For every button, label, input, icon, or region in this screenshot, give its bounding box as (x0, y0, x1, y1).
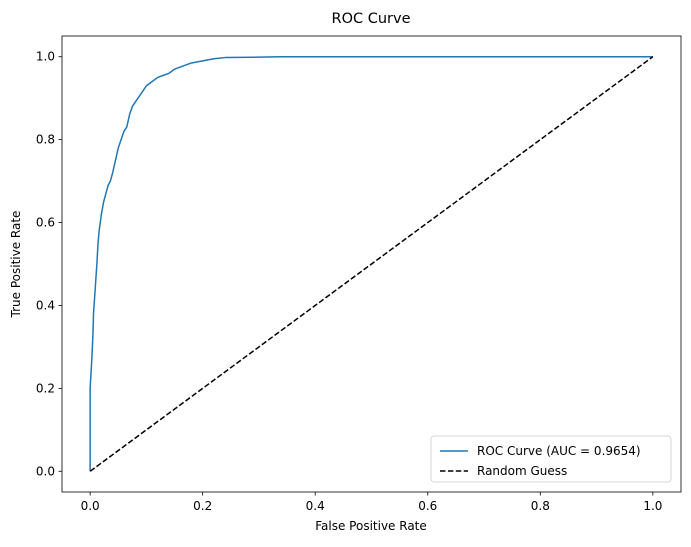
x-tick-label-2: 0.4 (306, 499, 325, 513)
legend: ROC Curve (AUC = 0.9654) Random Guess (430, 435, 672, 483)
x-axis-label: False Positive Rate (315, 519, 427, 533)
series-line-random-guess (89, 56, 654, 472)
legend-box (430, 435, 672, 483)
x-tick-label-3: 0.6 (418, 499, 437, 513)
legend-label-0: ROC Curve (AUC = 0.9654) (477, 444, 641, 458)
y-axis-label: True Positive Rate (9, 211, 23, 319)
legend-label-1: Random Guess (477, 464, 567, 478)
y-tick-label-1: 0.2 (36, 381, 55, 395)
y-tick-label-0: 0.0 (36, 464, 55, 478)
plot-area: 0.0 0.2 0.4 0.6 0.8 1.0 0.0 0.2 0.4 0.6 0.8 1.0 (36, 35, 682, 513)
x-tick-label-4: 0.8 (531, 499, 550, 513)
x-tick-label-1: 0.2 (193, 499, 212, 513)
y-tick-label-5: 1.0 (36, 50, 55, 64)
y-tick-label-3: 0.6 (36, 216, 55, 230)
x-tick-label-0: 0.0 (81, 499, 100, 513)
chart-title: ROC Curve (332, 11, 411, 27)
y-tick-label-4: 0.8 (36, 133, 55, 147)
series-line-roc-curve (89, 55, 653, 472)
y-tick-label-2: 0.4 (36, 298, 55, 312)
axes-frame (61, 35, 682, 493)
x-tick-label-5: 1.0 (643, 499, 662, 513)
